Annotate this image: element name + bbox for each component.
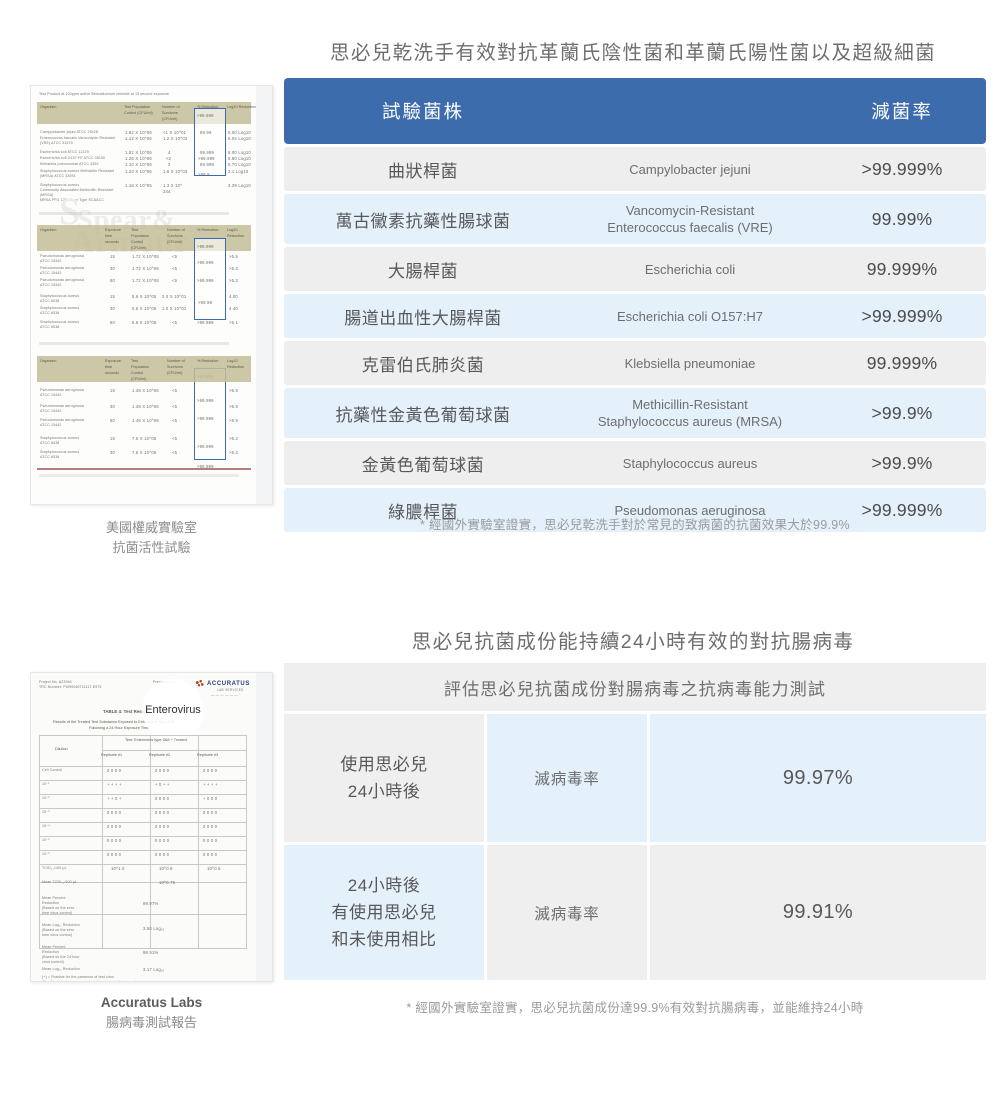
table-row: 抗藥性金黃色葡萄球菌 Methicillin-Resistant Staphyl… (284, 388, 986, 438)
reduction-value: >99.9% (871, 402, 933, 423)
bacteria-section-title: 思必兒乾洗手有效對抗革蘭氏陰性菌和革蘭氏陽性菌以及超級細菌 (329, 42, 937, 64)
strain-latin-line1: Vancomycin-Resistant (625, 203, 755, 218)
virus-metric-label: 滅病毒率 (487, 714, 647, 842)
virus-report-caption-line2: 腸病毒測試報告 (105, 1015, 197, 1030)
virus-report-caption: Accuratus Labs 腸病毒測試報告 (30, 993, 273, 1033)
report-page-shadow (256, 673, 272, 981)
virus-lab-report-image: Project No. A23944 TRC Number: PUR004071… (30, 672, 273, 982)
reduction-value: >99.9% (871, 452, 933, 473)
reduction-value: 99.99% (871, 208, 933, 229)
strain-latin-line2: Enterococcus faecalis (VRE) (607, 220, 773, 235)
strain-name-zh: 金黃色葡萄球菌 (361, 455, 485, 475)
virus-section-title: 思必兒抗菌成份能持續24小時有效的對抗腸病毒 (411, 631, 855, 653)
virus-footnote: * 經國外實驗室證實，思必兒抗菌成份達99.9%有效對抗腸病毒，並能維持24小時 (406, 1001, 864, 1015)
accuratus-logo: ACCURATUS (207, 681, 250, 687)
bacteria-footnote: * 經國外實驗室證實，思必兒乾洗手對於常見的致病菌的抗菌效果大於99.9% (420, 518, 850, 532)
reduction-value: >99.999% (861, 305, 943, 326)
strain-name-latin: Pseudomonas aeruginosa (614, 502, 766, 518)
bacteria-report-caption: 美國權威實驗室 抗菌活性試驗 (30, 518, 273, 558)
strain-name-latin: Methicillin-Resistant Staphylococcus aur… (562, 396, 818, 430)
virus-results-table: 評估思必兒抗菌成份對腸病毒之抗病毒能力測試 使用思必兒 24小時後 滅病毒率 9… (284, 663, 986, 983)
strain-name-latin: Escherichia coli O157:H7 (617, 308, 763, 324)
bacteria-results-table: 試驗菌株 減菌率 曲狀桿菌 Campylobacter jejuni >99.9… (284, 78, 986, 535)
table-row: 萬古黴素抗藥性腸球菌 Vancomycin-Resistant Enteroco… (284, 194, 986, 244)
virus-condition-line1: 使用思必兒 (340, 755, 428, 774)
report-page-shadow (256, 86, 272, 504)
strain-name-latin: Campylobacter jejuni (629, 161, 751, 177)
strain-name-zh: 抗藥性金黃色葡萄球菌 (335, 405, 511, 425)
reduction-value: 99.999% (866, 258, 938, 279)
table-row: 大腸桿菌 Escherichia coli 99.999% (284, 247, 986, 291)
bacteria-table-header-strain: 試驗菌株 (381, 101, 464, 122)
virus-metric-label: 滅病毒率 (487, 845, 647, 980)
virus-condition-cell: 使用思必兒 24小時後 (284, 714, 484, 842)
virus-table-header: 評估思必兒抗菌成份對腸病毒之抗病毒能力測試 (284, 663, 986, 711)
strain-name-zh: 曲狀桿菌 (388, 161, 458, 181)
strain-name-latin: Vancomycin-Resistant Enterococcus faecal… (562, 202, 818, 236)
virus-report-caption-line1: Accuratus Labs (100, 995, 203, 1010)
strain-name-zh: 克雷伯氏肺炎菌 (361, 355, 485, 375)
bacteria-report-caption-line1: 美國權威實驗室 (105, 520, 197, 535)
bacteria-table-header-reduction: 減菌率 (871, 101, 933, 122)
virus-section: 思必兒抗菌成份能持續24小時有效的對抗腸病毒 (0, 600, 1000, 1098)
table-row: 腸道出血性大腸桿菌 Escherichia coli O157:H7 >99.9… (284, 294, 986, 338)
bacteria-table-header-row: 試驗菌株 減菌率 (284, 78, 986, 144)
table-row: 綠膿桿菌 Pseudomonas aeruginosa >99.999% (284, 488, 986, 532)
reduction-value: 99.999% (866, 352, 938, 373)
enterovirus-callout-label: Enterovirus (145, 704, 201, 716)
virus-condition-line3: 和未使用相比 (331, 930, 437, 949)
virus-condition-line2: 有使用思必兒 (331, 903, 437, 922)
strain-name-zh: 大腸桿菌 (388, 261, 458, 281)
strain-name-zh: 腸道出血性大腸桿菌 (344, 308, 502, 328)
strain-name-latin: Klebsiella pneumoniae (624, 355, 756, 371)
virus-reduction-value: 99.97% (650, 714, 986, 842)
virus-reduction-value: 99.91% (650, 845, 986, 980)
strain-latin-line2: Staphylococcus aureus (MRSA) (597, 414, 783, 429)
virus-condition-cell: 24小時後 有使用思必兒 和未使用相比 (284, 845, 484, 980)
table-row: 24小時後 有使用思必兒 和未使用相比 滅病毒率 99.91% (284, 845, 986, 980)
reduction-value: >99.999% (861, 158, 943, 179)
table-row: 金黃色葡萄球菌 Staphylococcus aureus >99.9% (284, 441, 986, 485)
strain-name-latin: Staphylococcus aureus (622, 455, 758, 471)
strain-latin-line1: Methicillin-Resistant (632, 397, 748, 412)
reduction-value: >99.999% (861, 499, 943, 520)
table-row: 曲狀桿菌 Campylobacter jejuni >99.999% (284, 147, 986, 191)
bacteria-lab-report-image: Test Product at 100ppm active Benzalkoni… (30, 85, 273, 505)
bacteria-report-caption-line2: 抗菌活性試驗 (112, 540, 191, 555)
table-row: 使用思必兒 24小時後 滅病毒率 99.97% (284, 714, 986, 842)
strain-name-zh: 綠膿桿菌 (388, 502, 458, 522)
strain-name-zh: 萬古黴素抗藥性腸球菌 (335, 211, 511, 231)
enterovirus-callout-bubble: Enterovirus (142, 679, 204, 741)
table-row: 克雷伯氏肺炎菌 Klebsiella pneumoniae 99.999% (284, 341, 986, 385)
virus-condition-line2: 24小時後 (347, 782, 421, 801)
bacteria-section: 思必兒乾洗手有效對抗革蘭氏陰性菌和革蘭氏陽性菌以及超級細菌 Test Produ… (30, 42, 986, 558)
strain-name-latin: Escherichia coli (644, 261, 736, 277)
virus-condition-line1: 24小時後 (347, 876, 421, 895)
